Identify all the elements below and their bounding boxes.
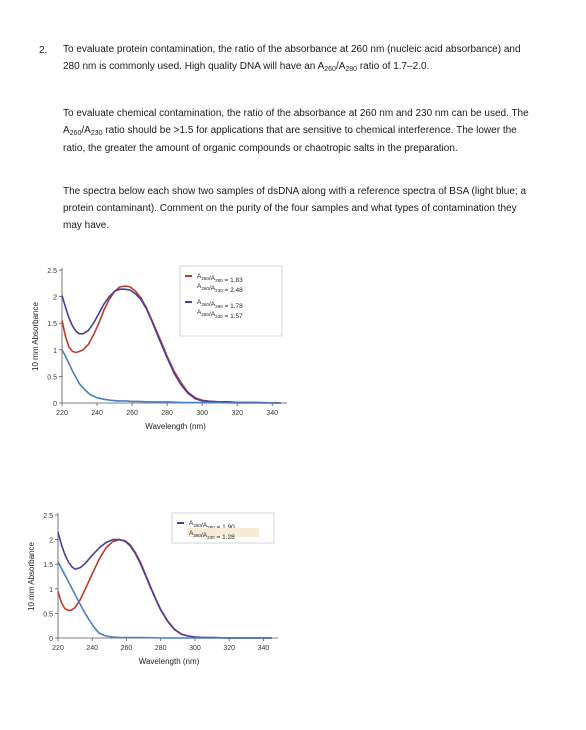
spectrum-line-1 [57, 538, 272, 639]
x-axis-title: Wavelength (nm) [139, 657, 200, 666]
y-tick-label: 0.5 [47, 374, 57, 381]
y-tick-label: 1 [49, 587, 53, 594]
spectrum-line-2 [57, 531, 272, 639]
question-number: 2. [39, 45, 48, 56]
y-tick-label: 2 [53, 295, 57, 302]
legend-ratio-label: A260/A280 = 1.83 [197, 273, 243, 284]
y-axis-title: 10 mm Absorbance [31, 301, 40, 370]
spectrum-line-3 [61, 349, 281, 404]
y-tick-label: 2.5 [43, 513, 53, 520]
paragraph-spectra-instructions: The spectra below each show two samples … [63, 186, 527, 231]
x-tick-label: 340 [258, 645, 270, 652]
legend-ratio-label: A260/A230 = 2.48 [197, 283, 243, 294]
y-tick-label: 0 [49, 636, 53, 643]
legend-ratio-label: A260/A230 = 1.28 [189, 530, 235, 541]
x-tick-label: 320 [223, 645, 235, 652]
legend-ratio-label: A260/A280 = 1.78 [197, 299, 243, 310]
spectrum-chart-1: 0 0.5 1 1.5 2 2.5 220 240 260 280 300 320 340 Wavelen… [31, 265, 287, 431]
y-tick-label: 2.5 [47, 268, 57, 275]
paragraph-protein-contamination: To evaluate protein contamination, the r… [63, 44, 521, 73]
x-tick-label: 260 [126, 410, 138, 417]
legend-highlight [187, 528, 259, 537]
y-tick-label: 1.5 [47, 321, 57, 328]
y-tick-label: 1.5 [43, 562, 53, 569]
x-tick-label: 320 [231, 410, 243, 417]
y-tick-label: 0.5 [43, 611, 53, 618]
legend-box [179, 265, 283, 337]
spectrum-line-3 [57, 561, 272, 639]
spectrum-chart-2: 0 0.5 1 1.5 2 2.5 220 240 260 280 300 320 340 Wavelen… [27, 512, 278, 666]
x-tick-label: 300 [189, 645, 201, 652]
x-tick-label: 240 [91, 410, 103, 417]
y-axis-title: 10 mm Absorbance [27, 541, 36, 610]
paragraph-chemical-contamination: To evaluate chemical contamination, the … [63, 108, 529, 154]
spectrum-line-2 [61, 288, 282, 404]
y-tick-label: 0 [53, 401, 57, 408]
x-tick-label: 340 [266, 410, 278, 417]
x-axis-title: Wavelength (nm) [145, 422, 206, 431]
legend-ratio-label: A260/A280 = 1.90 [189, 520, 235, 531]
y-tick-label: 2 [49, 538, 53, 545]
x-tick-label: 280 [155, 645, 167, 652]
legend-ratio-label: A260/A230 = 1.57 [197, 309, 243, 320]
x-tick-label: 280 [161, 410, 173, 417]
x-tick-label: 260 [121, 645, 133, 652]
y-tick-label: 1 [53, 348, 57, 355]
x-tick-label: 220 [52, 645, 64, 652]
x-tick-label: 220 [56, 410, 68, 417]
x-tick-label: 240 [86, 645, 98, 652]
x-tick-label: 300 [196, 410, 208, 417]
